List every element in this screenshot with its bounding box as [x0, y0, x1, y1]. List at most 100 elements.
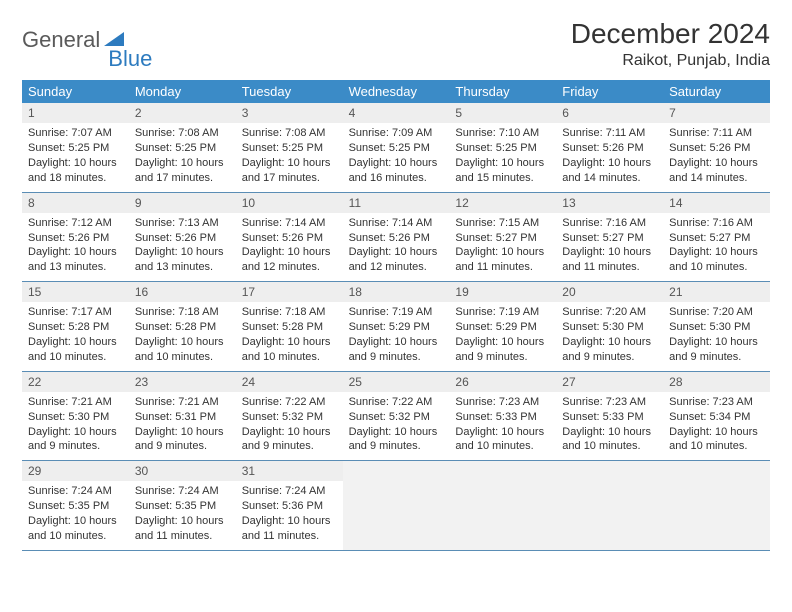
day-info: Sunrise: 7:08 AMSunset: 5:25 PMDaylight:…	[129, 126, 236, 185]
daylight-line-1: Daylight: 10 hours	[455, 425, 550, 440]
weekday-mon: Monday	[129, 80, 236, 103]
sunset-line: Sunset: 5:30 PM	[28, 410, 123, 425]
day-cell: 11Sunrise: 7:14 AMSunset: 5:26 PMDayligh…	[343, 193, 450, 282]
day-info: Sunrise: 7:15 AMSunset: 5:27 PMDaylight:…	[449, 216, 556, 275]
daylight-line-2: and 13 minutes.	[28, 260, 123, 275]
daylight-line-1: Daylight: 10 hours	[562, 156, 657, 171]
sunrise-line: Sunrise: 7:08 AM	[135, 126, 230, 141]
day-number: 11	[343, 193, 450, 213]
week-row: 29Sunrise: 7:24 AMSunset: 5:35 PMDayligh…	[22, 461, 770, 551]
day-number: 30	[129, 461, 236, 481]
daylight-line-1: Daylight: 10 hours	[28, 335, 123, 350]
daylight-line-2: and 13 minutes.	[135, 260, 230, 275]
weekday-wed: Wednesday	[343, 80, 450, 103]
daylight-line-1: Daylight: 10 hours	[349, 156, 444, 171]
daylight-line-2: and 10 minutes.	[455, 439, 550, 454]
sunrise-line: Sunrise: 7:15 AM	[455, 216, 550, 231]
sunrise-line: Sunrise: 7:24 AM	[28, 484, 123, 499]
sunrise-line: Sunrise: 7:14 AM	[242, 216, 337, 231]
day-number: 26	[449, 372, 556, 392]
calendar-grid: 1Sunrise: 7:07 AMSunset: 5:25 PMDaylight…	[22, 103, 770, 551]
sunrise-line: Sunrise: 7:20 AM	[562, 305, 657, 320]
daylight-line-2: and 11 minutes.	[135, 529, 230, 544]
day-cell: 4Sunrise: 7:09 AMSunset: 5:25 PMDaylight…	[343, 103, 450, 192]
daylight-line-2: and 10 minutes.	[135, 350, 230, 365]
day-cell: 20Sunrise: 7:20 AMSunset: 5:30 PMDayligh…	[556, 282, 663, 371]
daylight-line-2: and 10 minutes.	[242, 350, 337, 365]
sunset-line: Sunset: 5:26 PM	[28, 231, 123, 246]
sunset-line: Sunset: 5:26 PM	[349, 231, 444, 246]
day-cell: 31Sunrise: 7:24 AMSunset: 5:36 PMDayligh…	[236, 461, 343, 550]
day-cell: 18Sunrise: 7:19 AMSunset: 5:29 PMDayligh…	[343, 282, 450, 371]
sunset-line: Sunset: 5:25 PM	[135, 141, 230, 156]
day-info: Sunrise: 7:21 AMSunset: 5:30 PMDaylight:…	[22, 395, 129, 454]
sunrise-line: Sunrise: 7:24 AM	[135, 484, 230, 499]
sunrise-line: Sunrise: 7:24 AM	[242, 484, 337, 499]
sunset-line: Sunset: 5:30 PM	[669, 320, 764, 335]
daylight-line-1: Daylight: 10 hours	[242, 245, 337, 260]
day-cell: 23Sunrise: 7:21 AMSunset: 5:31 PMDayligh…	[129, 372, 236, 461]
daylight-line-2: and 9 minutes.	[562, 350, 657, 365]
daylight-line-2: and 12 minutes.	[349, 260, 444, 275]
day-info: Sunrise: 7:12 AMSunset: 5:26 PMDaylight:…	[22, 216, 129, 275]
day-cell: 25Sunrise: 7:22 AMSunset: 5:32 PMDayligh…	[343, 372, 450, 461]
weekday-tue: Tuesday	[236, 80, 343, 103]
daylight-line-1: Daylight: 10 hours	[28, 425, 123, 440]
daylight-line-1: Daylight: 10 hours	[669, 245, 764, 260]
sunset-line: Sunset: 5:26 PM	[242, 231, 337, 246]
daylight-line-2: and 11 minutes.	[455, 260, 550, 275]
day-cell	[449, 461, 556, 550]
sunset-line: Sunset: 5:35 PM	[28, 499, 123, 514]
day-cell: 21Sunrise: 7:20 AMSunset: 5:30 PMDayligh…	[663, 282, 770, 371]
day-cell: 7Sunrise: 7:11 AMSunset: 5:26 PMDaylight…	[663, 103, 770, 192]
weekday-thu: Thursday	[449, 80, 556, 103]
day-cell: 22Sunrise: 7:21 AMSunset: 5:30 PMDayligh…	[22, 372, 129, 461]
sunset-line: Sunset: 5:26 PM	[135, 231, 230, 246]
weekday-header: Sunday Monday Tuesday Wednesday Thursday…	[22, 80, 770, 103]
sunset-line: Sunset: 5:33 PM	[455, 410, 550, 425]
daylight-line-1: Daylight: 10 hours	[349, 335, 444, 350]
sunset-line: Sunset: 5:30 PM	[562, 320, 657, 335]
day-cell: 6Sunrise: 7:11 AMSunset: 5:26 PMDaylight…	[556, 103, 663, 192]
daylight-line-2: and 15 minutes.	[455, 171, 550, 186]
sunrise-line: Sunrise: 7:07 AM	[28, 126, 123, 141]
daylight-line-1: Daylight: 10 hours	[242, 425, 337, 440]
daylight-line-1: Daylight: 10 hours	[455, 245, 550, 260]
day-cell: 15Sunrise: 7:17 AMSunset: 5:28 PMDayligh…	[22, 282, 129, 371]
sunset-line: Sunset: 5:25 PM	[455, 141, 550, 156]
daylight-line-1: Daylight: 10 hours	[349, 425, 444, 440]
sunrise-line: Sunrise: 7:16 AM	[562, 216, 657, 231]
day-info: Sunrise: 7:23 AMSunset: 5:34 PMDaylight:…	[663, 395, 770, 454]
daylight-line-1: Daylight: 10 hours	[28, 245, 123, 260]
day-cell: 3Sunrise: 7:08 AMSunset: 5:25 PMDaylight…	[236, 103, 343, 192]
day-cell	[556, 461, 663, 550]
daylight-line-2: and 12 minutes.	[242, 260, 337, 275]
sunset-line: Sunset: 5:27 PM	[455, 231, 550, 246]
daylight-line-1: Daylight: 10 hours	[349, 245, 444, 260]
day-number: 23	[129, 372, 236, 392]
day-number: 28	[663, 372, 770, 392]
day-number: 27	[556, 372, 663, 392]
day-cell: 10Sunrise: 7:14 AMSunset: 5:26 PMDayligh…	[236, 193, 343, 282]
sunset-line: Sunset: 5:27 PM	[669, 231, 764, 246]
daylight-line-1: Daylight: 10 hours	[28, 514, 123, 529]
sunrise-line: Sunrise: 7:21 AM	[28, 395, 123, 410]
day-number: 3	[236, 103, 343, 123]
sunrise-line: Sunrise: 7:11 AM	[669, 126, 764, 141]
day-number: 5	[449, 103, 556, 123]
sunrise-line: Sunrise: 7:18 AM	[135, 305, 230, 320]
sunset-line: Sunset: 5:25 PM	[242, 141, 337, 156]
daylight-line-1: Daylight: 10 hours	[455, 335, 550, 350]
week-row: 8Sunrise: 7:12 AMSunset: 5:26 PMDaylight…	[22, 193, 770, 283]
sunrise-line: Sunrise: 7:17 AM	[28, 305, 123, 320]
daylight-line-1: Daylight: 10 hours	[562, 335, 657, 350]
day-cell: 16Sunrise: 7:18 AMSunset: 5:28 PMDayligh…	[129, 282, 236, 371]
day-number: 4	[343, 103, 450, 123]
sunrise-line: Sunrise: 7:12 AM	[28, 216, 123, 231]
daylight-line-2: and 9 minutes.	[455, 350, 550, 365]
weekday-sun: Sunday	[22, 80, 129, 103]
daylight-line-2: and 11 minutes.	[242, 529, 337, 544]
day-number: 15	[22, 282, 129, 302]
sunrise-line: Sunrise: 7:20 AM	[669, 305, 764, 320]
sunrise-line: Sunrise: 7:18 AM	[242, 305, 337, 320]
